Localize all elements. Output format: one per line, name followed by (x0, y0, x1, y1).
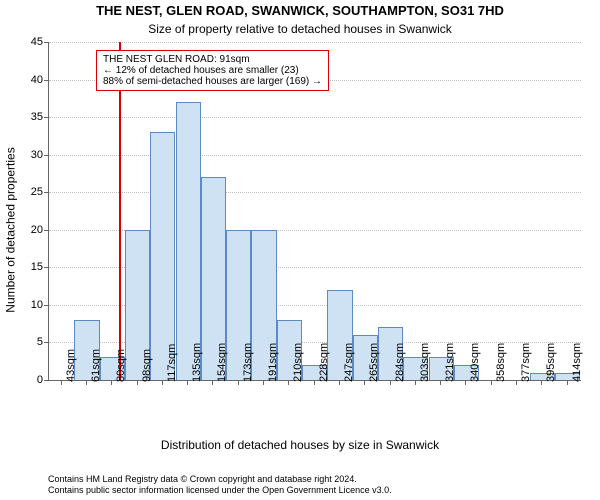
annotation-line: THE NEST GLEN ROAD: 91sqm (103, 54, 322, 65)
gridline (49, 155, 581, 156)
ytick-mark (44, 155, 49, 156)
xtick-mark (440, 380, 441, 385)
ytick-mark (44, 42, 49, 43)
gridline (49, 42, 581, 43)
annotation-box: THE NEST GLEN ROAD: 91sqm← 12% of detach… (96, 50, 329, 91)
xtick-mark (187, 380, 188, 385)
ytick-label: 5 (21, 336, 43, 348)
xtick-mark (541, 380, 542, 385)
y-axis-label: Number of detached properties (4, 147, 18, 312)
ytick-label: 0 (21, 374, 43, 386)
ytick-label: 25 (21, 186, 43, 198)
annotation-line: 88% of semi-detached houses are larger (… (103, 76, 322, 87)
chart-subtitle: Size of property relative to detached ho… (0, 22, 600, 36)
ytick-label: 40 (21, 74, 43, 86)
plot-area: 051015202530354045 (48, 42, 581, 381)
ytick-mark (44, 230, 49, 231)
xtick-mark (238, 380, 239, 385)
xtick-mark (162, 380, 163, 385)
footer-text: Contains HM Land Registry data © Crown c… (48, 474, 392, 497)
footer-line-1: Contains HM Land Registry data © Crown c… (48, 474, 392, 485)
chart-title: THE NEST, GLEN ROAD, SWANWICK, SOUTHAMPT… (0, 3, 600, 18)
x-axis-caption: Distribution of detached houses by size … (0, 438, 600, 452)
ytick-label: 30 (21, 149, 43, 161)
chart-root: THE NEST, GLEN ROAD, SWANWICK, SOUTHAMPT… (0, 0, 600, 500)
ytick-label: 45 (21, 36, 43, 48)
xtick-mark (314, 380, 315, 385)
ytick-mark (44, 267, 49, 268)
xtick-mark (364, 380, 365, 385)
ytick-label: 20 (21, 224, 43, 236)
histogram-bar (150, 132, 175, 380)
xtick-mark (263, 380, 264, 385)
xtick-mark (465, 380, 466, 385)
ytick-mark (44, 342, 49, 343)
ytick-label: 35 (21, 111, 43, 123)
annotation-line: ← 12% of detached houses are smaller (23… (103, 65, 322, 76)
xtick-mark (61, 380, 62, 385)
xtick-mark (491, 380, 492, 385)
gridline (49, 192, 581, 193)
ytick-mark (44, 80, 49, 81)
y-axis-label-wrap: Number of detached properties (2, 0, 20, 460)
xtick-mark (288, 380, 289, 385)
xtick-mark (567, 380, 568, 385)
ytick-mark (44, 192, 49, 193)
footer-line-2: Contains public sector information licen… (48, 485, 392, 496)
xtick-mark (516, 380, 517, 385)
ytick-mark (44, 305, 49, 306)
xtick-mark (86, 380, 87, 385)
xtick-mark (339, 380, 340, 385)
xtick-mark (137, 380, 138, 385)
xtick-mark (111, 380, 112, 385)
histogram-bar (176, 102, 201, 380)
ytick-mark (44, 117, 49, 118)
gridline (49, 117, 581, 118)
reference-line (119, 42, 121, 380)
xtick-mark (390, 380, 391, 385)
ytick-label: 15 (21, 261, 43, 273)
xtick-mark (415, 380, 416, 385)
ytick-label: 10 (21, 299, 43, 311)
xtick-mark (212, 380, 213, 385)
x-axis-area: 43sqm61sqm80sqm98sqm117sqm135sqm154sqm17… (48, 380, 580, 436)
